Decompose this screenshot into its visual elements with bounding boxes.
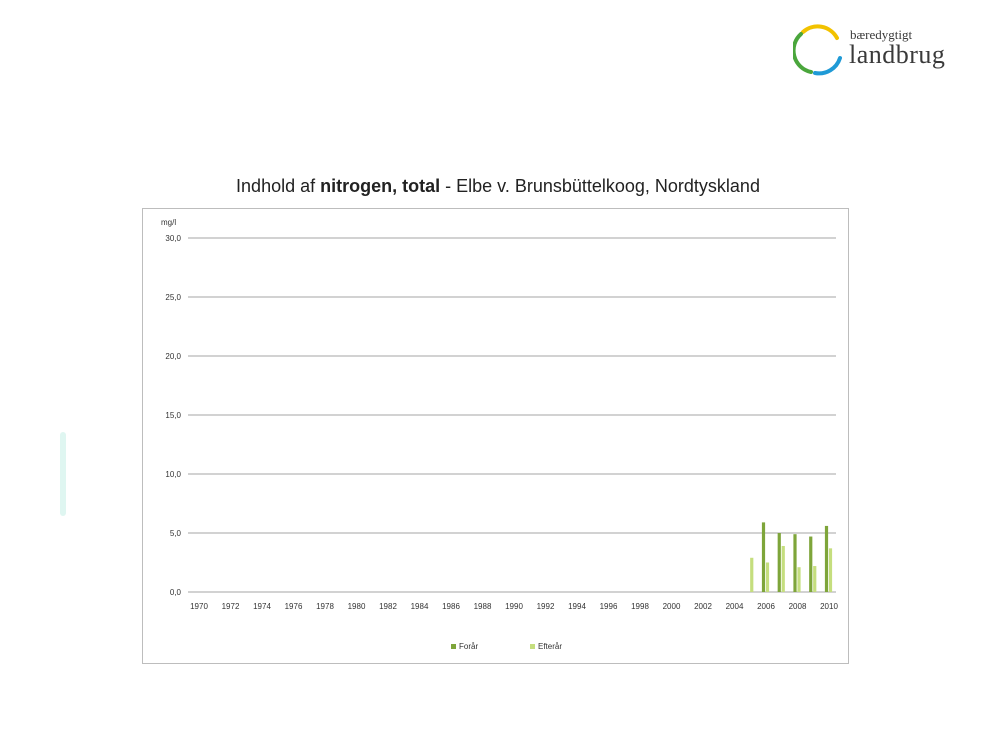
chart-title: Indhold af nitrogen, total - Elbe v. Bru… [143,176,853,197]
x-tick-label: 1970 [190,602,208,611]
x-tick-label: 1994 [568,602,586,611]
x-tick-label: 1974 [253,602,271,611]
x-tick-label: 1984 [411,602,429,611]
y-tick-label: 25,0 [165,293,181,302]
x-tick-label: 1990 [505,602,523,611]
y-tick-label: 30,0 [165,234,181,243]
bar-forar [761,522,766,592]
legend-label: Efterår [538,642,562,651]
logo: bæredygtigt landbrug [793,20,963,80]
legend-swatch [451,644,456,649]
bar-efterar [813,566,817,592]
x-tick-label: 2008 [789,602,807,611]
chart-plot: mg/l 30,0 25,0 20,0 15,0 10,0 5,0 0,0 1970 1972 19… [161,218,838,651]
x-tick-label: 2004 [726,602,744,611]
logo-tagline: bæredygtigt [850,27,913,42]
x-tick-label: 2000 [663,602,681,611]
bar-forar [809,536,813,592]
x-tick-label: 1986 [442,602,460,611]
x-tick-label: 1972 [222,602,240,611]
y-tick-label: 15,0 [165,411,181,420]
chart-title-prefix: Indhold af [236,176,321,196]
chart-title-bold: nitrogen, total [320,176,441,196]
bar-forar [777,533,781,592]
x-tick-label: 2010 [820,602,838,611]
x-tick-label: 1998 [631,602,649,611]
x-tick-label: 1976 [285,602,303,611]
bar-efterar [781,545,785,592]
legend-swatch [530,644,535,649]
x-tick-label: 1982 [379,602,397,611]
bar-efterar [750,557,754,592]
chart-title-suffix: - Elbe v. Brunsbüttelkoog, Nordtyskland [440,176,760,196]
chart-frame: mg/l 30,0 25,0 20,0 15,0 10,0 5,0 0,0 1970 1972 19… [142,208,849,664]
y-tick-label: 5,0 [170,529,182,538]
x-tick-label: 1992 [537,602,555,611]
y-axis-label: mg/l [161,218,176,227]
y-tick-label: 10,0 [165,470,181,479]
bar-efterar [797,567,801,592]
x-tick-label: 1978 [316,602,334,611]
bar-forar [793,534,797,592]
x-tick-label: 2006 [757,602,775,611]
x-tick-label: 2002 [694,602,712,611]
bar-efterar [765,562,770,592]
logo-wordmark: landbrug [849,40,946,69]
logo-ring-icon [793,24,842,76]
y-tick-label: 0,0 [170,588,182,597]
x-tick-label: 1996 [600,602,618,611]
x-tick-label: 1988 [474,602,492,611]
bar-forar [824,525,829,592]
bar-efterar [828,548,833,592]
scan-artifact [60,432,66,516]
y-tick-label: 20,0 [165,352,181,361]
x-tick-label: 1980 [348,602,366,611]
legend-label: Forår [459,642,478,651]
